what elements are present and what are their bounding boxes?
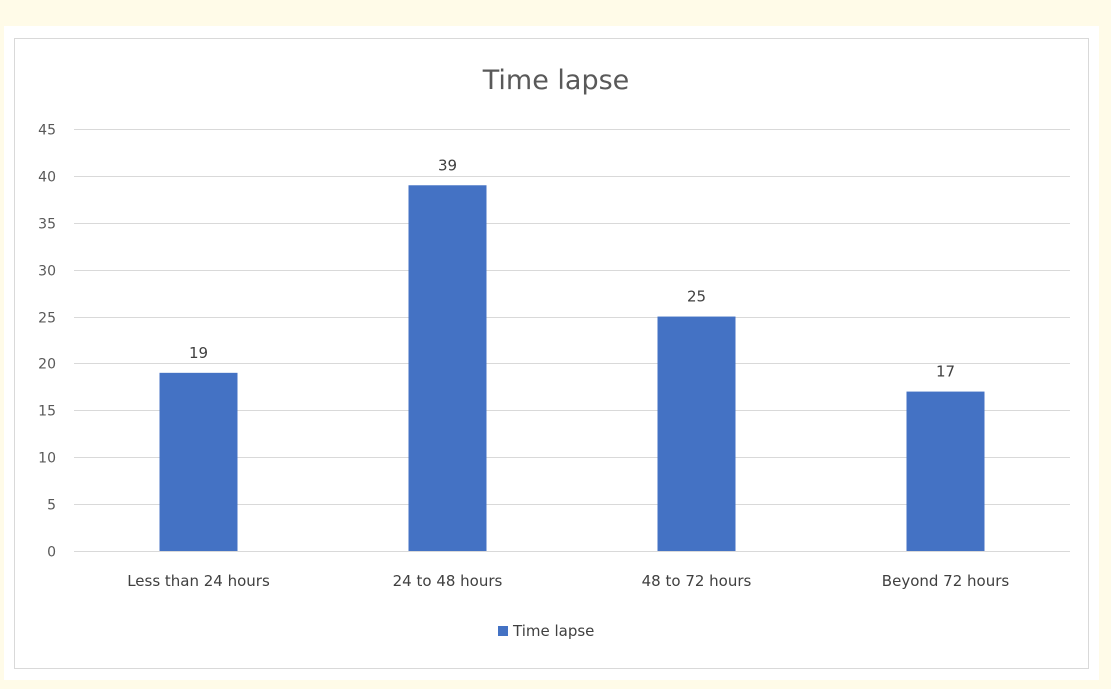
y-tick-label: 30 (38, 264, 56, 280)
y-tick-label: 45 (38, 123, 56, 139)
bar (906, 391, 985, 551)
x-category-label: Beyond 72 hours (882, 572, 1010, 590)
chart-panel: Time lapse 0 5 10 15 20 25 30 35 40 45 19 39 25 17 L… (4, 26, 1099, 680)
chart-border (14, 38, 1089, 669)
bar (408, 185, 487, 551)
chart-title: Time lapse (482, 65, 630, 96)
legend: Time lapse (498, 622, 594, 640)
data-label: 39 (438, 156, 457, 174)
bar (657, 316, 736, 551)
bars (159, 185, 985, 551)
y-tick-label: 15 (38, 404, 56, 420)
bar (159, 372, 238, 551)
data-label: 25 (687, 288, 706, 306)
data-labels: 19 39 25 17 (189, 156, 955, 380)
data-label: 17 (936, 363, 955, 381)
y-axis-ticks: 0 5 10 15 20 25 30 35 40 45 (38, 123, 56, 561)
y-tick-label: 20 (38, 357, 56, 373)
y-tick-label: 40 (38, 170, 56, 186)
legend-label: Time lapse (512, 622, 594, 640)
x-category-label: 48 to 72 hours (642, 572, 752, 590)
y-tick-label: 25 (38, 311, 56, 327)
y-tick-label: 35 (38, 217, 56, 233)
data-label: 19 (189, 344, 208, 362)
y-tick-label: 10 (38, 451, 56, 467)
bar-chart: Time lapse 0 5 10 15 20 25 30 35 40 45 19 39 25 17 L… (14, 38, 1089, 669)
y-tick-label: 0 (47, 545, 56, 561)
x-category-label: Less than 24 hours (127, 572, 270, 590)
legend-swatch (498, 626, 508, 636)
y-tick-label: 5 (47, 498, 56, 514)
x-category-label: 24 to 48 hours (393, 572, 503, 590)
gridlines (74, 129, 1070, 552)
x-axis-categories: Less than 24 hours 24 to 48 hours 48 to 72… (127, 572, 1009, 590)
